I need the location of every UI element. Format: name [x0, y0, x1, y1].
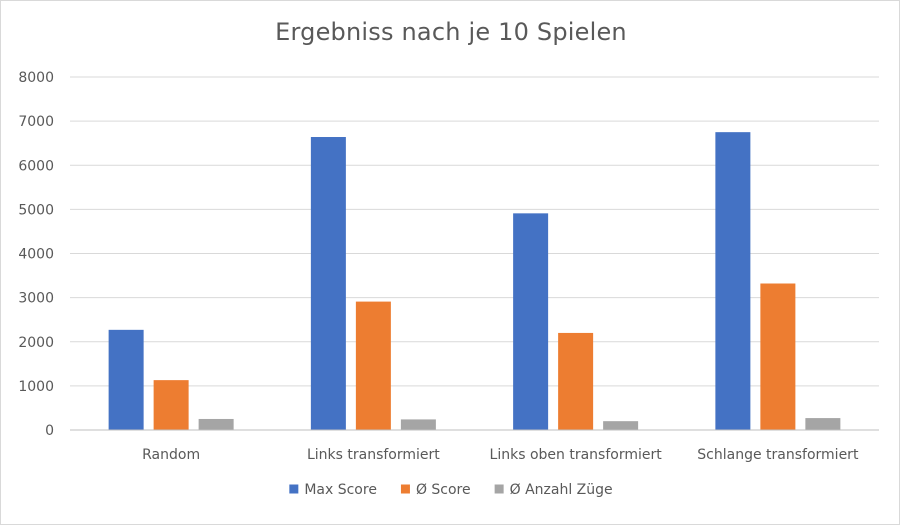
bar — [310, 137, 346, 430]
chart-title: Ergebniss nach je 10 Spielen — [275, 18, 627, 46]
x-tick-label: Links oben transformiert — [490, 447, 663, 463]
legend-label: Ø Score — [416, 482, 471, 498]
y-tick-label: 8000 — [18, 70, 54, 86]
legend-label: Max Score — [304, 482, 377, 498]
y-tick-label: 6000 — [18, 158, 54, 174]
gridlines — [70, 76, 879, 387]
bar — [715, 132, 751, 430]
bar — [805, 418, 841, 430]
bar — [558, 332, 594, 430]
legend: Max Score Ø Score Ø Anzahl Züge — [289, 482, 613, 498]
legend-swatch — [400, 484, 410, 494]
y-tick-label: 5000 — [18, 202, 54, 218]
bar — [108, 329, 144, 430]
axes: 0 1000 2000 3000 4000 5000 6000 7000 8000 Random L… — [18, 70, 879, 463]
y-tick-label: 3000 — [18, 291, 54, 307]
y-tick-label: 1000 — [18, 379, 54, 395]
bar — [153, 380, 189, 430]
bars — [108, 132, 841, 430]
y-tick-label: 4000 — [18, 247, 54, 263]
bar — [198, 418, 234, 430]
y-tick-label: 7000 — [18, 114, 54, 130]
legend-label: Ø Anzahl Züge — [510, 482, 613, 498]
x-tick-label: Random — [142, 447, 200, 463]
y-tick-label: 0 — [45, 423, 54, 439]
bar — [513, 213, 549, 430]
bar — [355, 301, 391, 430]
bar — [400, 419, 436, 430]
y-tick-label: 2000 — [18, 335, 54, 351]
legend-swatch — [289, 484, 299, 494]
x-tick-label: Links transformiert — [307, 447, 440, 463]
legend-swatch — [494, 484, 504, 494]
bar — [760, 283, 796, 430]
bar — [603, 421, 639, 430]
x-tick-label: Schlange transformiert — [697, 447, 859, 463]
